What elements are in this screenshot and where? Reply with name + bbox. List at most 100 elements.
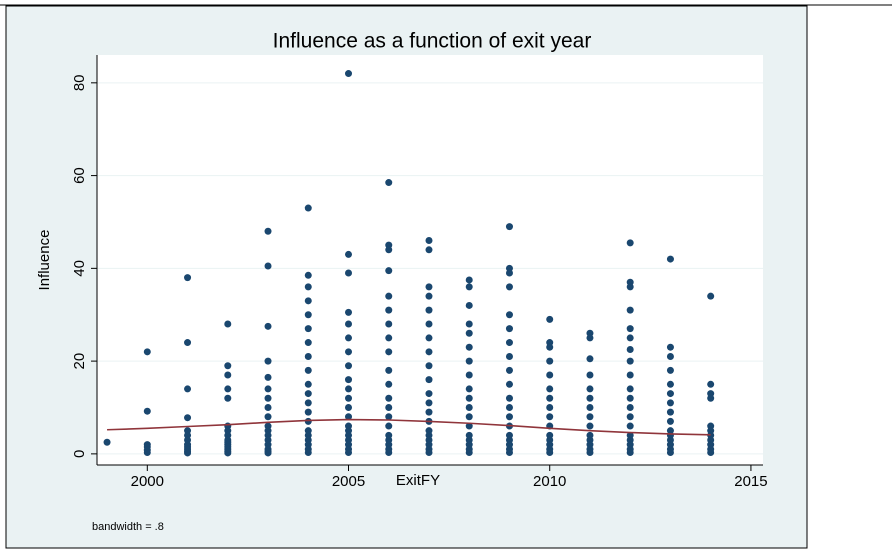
point bbox=[345, 413, 353, 421]
point bbox=[546, 315, 554, 323]
point bbox=[425, 246, 433, 254]
point bbox=[304, 390, 312, 398]
point bbox=[505, 223, 513, 231]
point bbox=[626, 385, 634, 393]
point bbox=[586, 422, 594, 430]
x-axis-label: ExitFY bbox=[396, 472, 440, 489]
point bbox=[264, 413, 272, 421]
point bbox=[666, 399, 674, 407]
point bbox=[385, 292, 393, 300]
point bbox=[143, 348, 151, 356]
point bbox=[586, 448, 594, 456]
point bbox=[465, 422, 473, 430]
point bbox=[666, 390, 674, 398]
y-tick-label: 60 bbox=[71, 167, 88, 184]
chart-title: Influence as a function of exit year bbox=[273, 30, 592, 53]
point bbox=[505, 403, 513, 411]
point bbox=[385, 366, 393, 374]
note: bandwidth = .8 bbox=[92, 521, 164, 533]
point bbox=[465, 448, 473, 456]
y-tick-label: 80 bbox=[71, 74, 88, 91]
point bbox=[425, 306, 433, 314]
point bbox=[345, 269, 353, 277]
point bbox=[385, 448, 393, 456]
lowess-line bbox=[107, 418, 711, 436]
point bbox=[626, 394, 634, 402]
x-tick-label: 2010 bbox=[533, 473, 566, 490]
point bbox=[345, 385, 353, 393]
point bbox=[345, 308, 353, 316]
point bbox=[224, 362, 232, 370]
point bbox=[425, 448, 433, 456]
point bbox=[465, 329, 473, 337]
point bbox=[707, 380, 715, 388]
point bbox=[465, 301, 473, 309]
point bbox=[425, 283, 433, 291]
point bbox=[505, 311, 513, 319]
point bbox=[304, 417, 312, 425]
point bbox=[184, 414, 192, 422]
point bbox=[385, 380, 393, 388]
point bbox=[546, 413, 554, 421]
point bbox=[345, 362, 353, 370]
point bbox=[264, 385, 272, 393]
point bbox=[666, 343, 674, 351]
point bbox=[184, 385, 192, 393]
point bbox=[385, 306, 393, 314]
point bbox=[465, 276, 473, 284]
point bbox=[224, 385, 232, 393]
point bbox=[224, 371, 232, 379]
point bbox=[626, 283, 634, 291]
point bbox=[586, 371, 594, 379]
point bbox=[264, 403, 272, 411]
point bbox=[345, 334, 353, 342]
point bbox=[224, 449, 232, 457]
point bbox=[304, 271, 312, 279]
point bbox=[626, 371, 634, 379]
point bbox=[224, 394, 232, 402]
point bbox=[304, 408, 312, 416]
point bbox=[505, 380, 513, 388]
point bbox=[586, 385, 594, 393]
point bbox=[425, 408, 433, 416]
point bbox=[264, 227, 272, 235]
point bbox=[304, 448, 312, 456]
point bbox=[385, 403, 393, 411]
point bbox=[465, 385, 473, 393]
point bbox=[345, 70, 353, 78]
point bbox=[546, 343, 554, 351]
y-tick-label: 20 bbox=[71, 353, 88, 370]
point bbox=[425, 362, 433, 370]
point bbox=[425, 399, 433, 407]
point bbox=[546, 394, 554, 402]
point bbox=[143, 448, 151, 456]
point bbox=[505, 448, 513, 456]
point bbox=[385, 334, 393, 342]
point bbox=[264, 262, 272, 270]
point bbox=[385, 413, 393, 421]
point bbox=[546, 448, 554, 456]
point bbox=[626, 448, 634, 456]
point bbox=[264, 373, 272, 381]
point bbox=[546, 371, 554, 379]
point bbox=[425, 320, 433, 328]
point bbox=[425, 334, 433, 342]
point bbox=[546, 357, 554, 365]
point bbox=[345, 348, 353, 356]
point bbox=[546, 403, 554, 411]
point bbox=[626, 306, 634, 314]
y-tick-label: 0 bbox=[71, 450, 88, 458]
point bbox=[264, 322, 272, 330]
y-axis-label: Influence bbox=[36, 230, 53, 291]
point bbox=[385, 348, 393, 356]
point bbox=[465, 357, 473, 365]
point bbox=[505, 366, 513, 374]
point bbox=[264, 357, 272, 365]
point bbox=[385, 246, 393, 254]
point bbox=[184, 449, 192, 457]
point bbox=[666, 352, 674, 360]
point bbox=[304, 380, 312, 388]
point bbox=[666, 408, 674, 416]
point bbox=[385, 267, 393, 275]
